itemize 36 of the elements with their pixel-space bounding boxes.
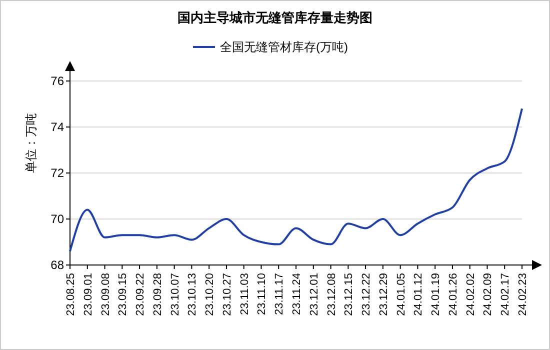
x-tick-label: 24.02.02 (464, 273, 477, 316)
x-tick-label: 23.08.25 (65, 273, 77, 316)
x-tick-label: 23.09.01 (82, 273, 94, 316)
y-tick-label: 76 (50, 74, 64, 88)
y-tick-label: 72 (50, 166, 64, 180)
x-tick-label: 23.12.15 (343, 273, 356, 316)
line-series (69, 108, 523, 252)
y-tick-label: 68 (50, 258, 64, 272)
x-tick-label: 24.02.09 (482, 273, 494, 316)
x-tick-label: 23.12.08 (326, 273, 338, 316)
x-tick-label: 23.11.03 (238, 273, 251, 316)
chart-title: 国内主导城市无缝管库存量走势图 (178, 10, 372, 25)
x-tick-label: 23.11.10 (256, 273, 268, 316)
x-tick-label: 24.01.19 (430, 273, 442, 316)
legend-label: 全国无缝管材库存(万吨) (220, 40, 348, 54)
x-tick-label: 24.01.26 (447, 273, 460, 316)
x-tick-label: 23.10.20 (204, 273, 216, 316)
x-tick-label: 23.10.13 (186, 273, 199, 316)
x-tick-label: 23.12.22 (360, 273, 373, 316)
y-tick-label: 74 (50, 120, 64, 134)
y-tick-label: 70 (50, 212, 64, 226)
x-tick-label: 23.12.29 (378, 273, 390, 316)
x-tick-label: 23.10.27 (221, 273, 234, 316)
x-tick-label: 24.02.23 (517, 273, 529, 316)
x-tick-label: 23.09.22 (134, 273, 147, 316)
x-tick-label: 23.11.24 (291, 273, 303, 316)
x-tick-label: 24.01.05 (395, 273, 408, 316)
x-tick-label: 23.11.17 (274, 273, 286, 316)
x-tick-label: 24.02.17 (500, 273, 512, 316)
x-tick-label: 23.09.28 (152, 273, 164, 316)
x-tick-label: 23.12.01 (308, 273, 320, 316)
x-tick-label: 23.09.08 (100, 273, 112, 316)
x-tick-label: 24.01.12 (412, 273, 425, 316)
y-axis-title: 单位：万吨 (24, 113, 38, 173)
x-tick-label: 23.10.07 (169, 273, 182, 316)
x-tick-label: 23.09.15 (117, 273, 130, 316)
